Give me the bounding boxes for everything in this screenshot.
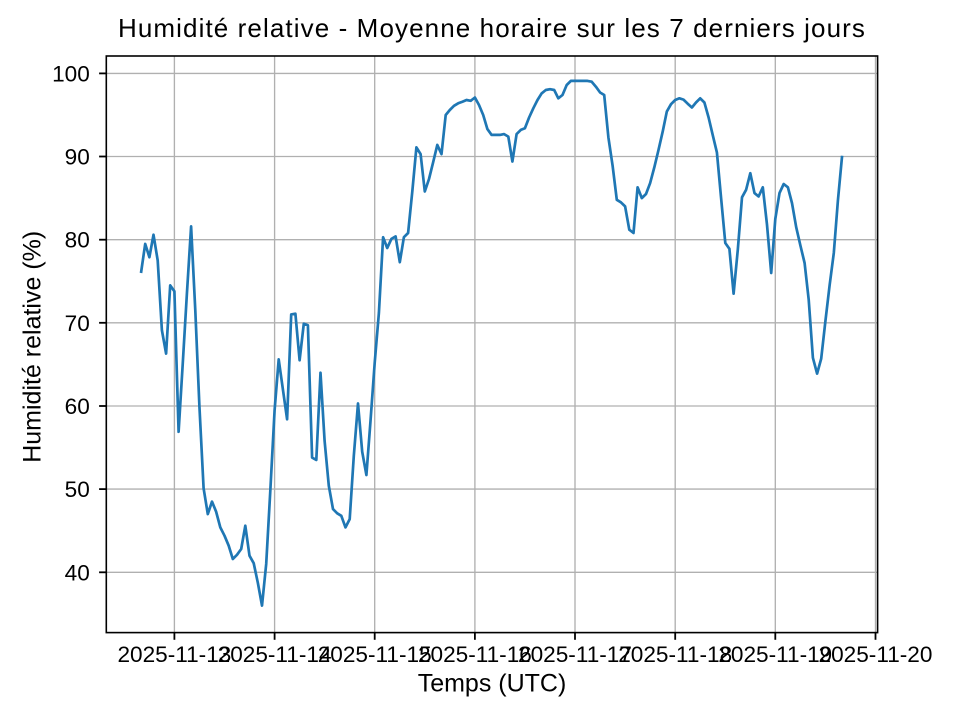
svg-text:2025-11-19: 2025-11-19 bbox=[718, 642, 832, 667]
svg-text:Humidité relative - Moyenne ho: Humidité relative - Moyenne horaire sur … bbox=[118, 13, 866, 43]
svg-text:50: 50 bbox=[65, 477, 90, 502]
svg-text:Humidité relative (%): Humidité relative (%) bbox=[19, 231, 47, 463]
svg-text:2025-11-18: 2025-11-18 bbox=[618, 642, 732, 667]
svg-text:2025-11-17: 2025-11-17 bbox=[518, 642, 632, 667]
svg-text:100: 100 bbox=[52, 61, 90, 86]
svg-text:2025-11-13: 2025-11-13 bbox=[117, 642, 231, 667]
svg-text:2025-11-14: 2025-11-14 bbox=[218, 642, 332, 667]
svg-text:2025-11-16: 2025-11-16 bbox=[418, 642, 532, 667]
svg-text:40: 40 bbox=[65, 560, 90, 585]
svg-text:2025-11-20: 2025-11-20 bbox=[819, 642, 933, 667]
svg-text:60: 60 bbox=[65, 394, 90, 419]
svg-text:90: 90 bbox=[65, 145, 90, 170]
svg-text:70: 70 bbox=[65, 311, 90, 336]
svg-text:80: 80 bbox=[65, 228, 90, 253]
svg-text:Temps (UTC): Temps (UTC) bbox=[418, 670, 567, 698]
svg-text:2025-11-15: 2025-11-15 bbox=[318, 642, 432, 667]
